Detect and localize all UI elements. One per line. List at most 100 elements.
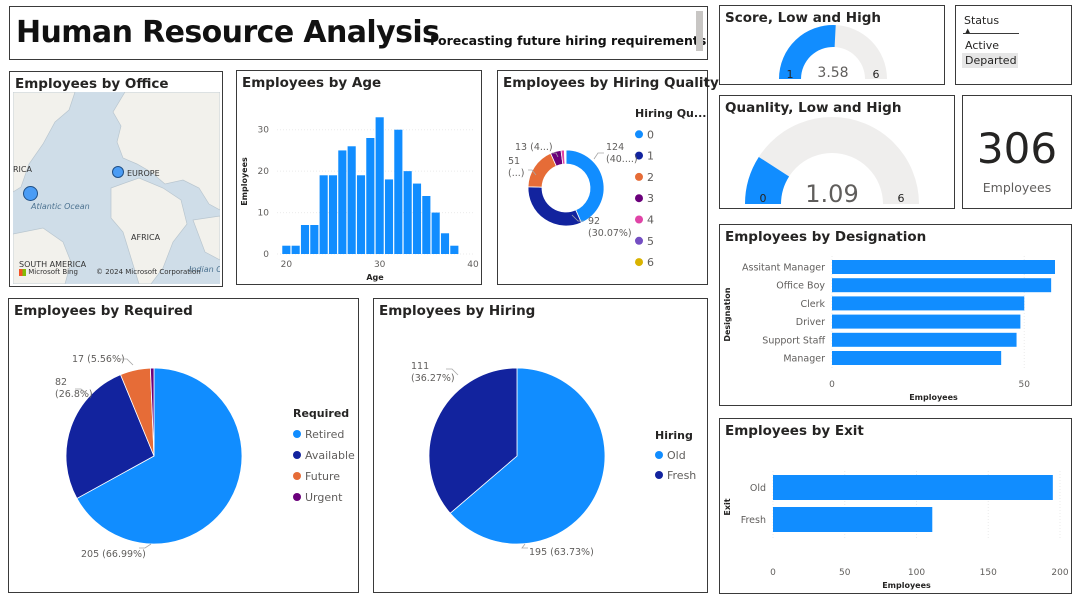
bar [832,351,1002,365]
map-label-south-america: SOUTH AMERICA [19,260,87,269]
legend-marker [635,151,643,160]
status-slicer[interactable]: Status ▲ Active Departed [955,5,1072,85]
office-point-europe[interactable] [112,166,124,178]
pie-data-label: (36.27%) [411,373,455,384]
designation-chart: 0 50 Assitant Manager Office Boy Clerk Driver… [723,256,1055,402]
office-point-north-america[interactable] [23,186,38,201]
quality-gauge: 1.09 0 6 [745,117,919,208]
bar [832,296,1025,311]
required-visual[interactable]: Employees by Required Required Retired Ava… [8,298,359,593]
age-y-tick: 30 [258,126,270,136]
legend-marker [635,194,643,203]
age-bar [328,175,338,254]
pie-data-label: (26.8%) [55,389,93,400]
office-map[interactable]: RICA EUROPE Atlantic Ocean AFRICA SOUTH … [13,92,220,284]
map-label-africa: AFRICA [131,233,161,242]
bing-label: Microsoft Bing [28,268,78,276]
legend-label: Retired [305,428,344,441]
slicer-divider [963,33,1019,34]
legend-marker [293,493,301,501]
exit-chart: 0 50 100 150 200 Old Fresh Employees Exit [723,471,1069,590]
pie-leader-line [593,152,604,160]
bar-x-axis-label: Employees [909,393,958,402]
age-y-tick: 0 [263,250,269,260]
age-bar [450,245,459,254]
pie-leader-line [552,152,559,158]
pie-leader-line [139,543,152,549]
office-map-visual[interactable]: Employees by Office RICA EUROPE Atlantic… [9,71,223,287]
bar-x-tick: 50 [1019,380,1031,390]
age-bar [310,225,319,254]
designation-visual[interactable]: Employees by Designation 0 50 Assitant Man… [719,224,1072,406]
score-gauge: 3.58 1 6 [779,24,887,81]
age-bar [431,212,440,254]
legend-label: Future [305,470,340,483]
legend-title: Required [293,407,349,420]
hiring-visual[interactable]: Employees by Hiring Hiring Old Fresh 195 (6… [373,298,708,593]
required-chart: Required Retired Available Future Urgent 205 … [55,354,355,560]
age-chart: 0 10 20 30 20 30 40 Age Employees [240,117,479,282]
pie-leader-line [571,214,584,222]
legend-marker [655,471,663,479]
pie-data-label: 205 (66.99%) [81,549,146,560]
age-x-axis-label: Age [366,273,384,282]
age-chart-title: Employees by Age [242,75,382,91]
pie-leader-line [521,543,528,549]
pie-slice [527,186,582,227]
map-land [13,92,220,284]
map-label-atlantic: Atlantic Ocean [31,202,90,211]
legend-marker [293,451,301,459]
employee-count-value: 306 [976,124,1058,173]
legend-marker [635,130,643,139]
slicer-item-active[interactable]: Active [965,39,1000,52]
required-title: Employees by Required [14,303,193,319]
age-chart-visual[interactable]: Employees by Age 0 10 20 30 20 30 40 Age Employe… [236,70,482,285]
quality-gauge-visual[interactable]: Quanlity, Low and High 1.09 0 6 [719,95,955,209]
map-label-indian: Indian O [189,265,220,274]
pie-data-label: 51 [508,156,520,167]
map-label-america: RICA [13,165,32,174]
exit-visual[interactable]: Employees by Exit 0 50 100 150 200 Old Fresh Em… [719,418,1072,594]
map-title: Employees by Office [15,76,169,92]
hiring-quality-visual[interactable]: Employees by Hiring Quality Hiring Qu...… [497,70,719,285]
hiring-title: Employees by Hiring [379,303,536,319]
slicer-list: Active Departed [962,38,1018,68]
legend-label: Fresh [667,469,696,482]
gauge-max-label: 6 [873,68,880,81]
bar [832,278,1052,293]
age-y-tick: 20 [258,167,270,177]
legend-label: Available [305,449,355,462]
slicer-item-departed[interactable]: Departed [962,53,1018,68]
pie-data-label: 17 (5.56%) [72,354,125,365]
age-bar [338,150,347,254]
pie-leader-line [446,368,459,376]
pie-slice [428,367,518,514]
age-bar [356,175,366,254]
age-bar [347,146,356,254]
bar-x-axis-label: Employees [882,581,931,590]
age-x-tick: 40 [467,260,479,270]
age-bar [319,175,328,254]
legend-marker [635,258,643,267]
employee-count-card[interactable]: 306 Employees [962,95,1072,209]
legend-marker [293,472,301,480]
sort-up-icon[interactable]: ▲ [965,27,971,35]
bar-x-tick: 50 [839,568,851,578]
age-bar [291,245,300,254]
score-gauge-visual[interactable]: Score, Low and High 3.58 1 6 [719,5,945,85]
pie-data-label: (40....) [606,154,638,165]
gauge-fill [745,156,790,204]
age-y-tick: 10 [258,209,270,219]
map-label-europe: EUROPE [127,169,160,178]
title-scrollbar[interactable] [696,11,703,51]
legend-label: 0 [647,128,654,141]
age-bar [300,225,310,254]
bar-category-label: Support Staff [762,335,825,346]
bar-x-tick: 200 [1051,568,1068,578]
age-y-axis-label: Employees [240,157,249,206]
legend-label: 3 [647,192,654,205]
pie-slice [65,374,155,499]
page-title: Human Resource Analysis [16,15,440,50]
bar-category-label: Manager [783,354,825,365]
legend-marker [635,236,643,245]
